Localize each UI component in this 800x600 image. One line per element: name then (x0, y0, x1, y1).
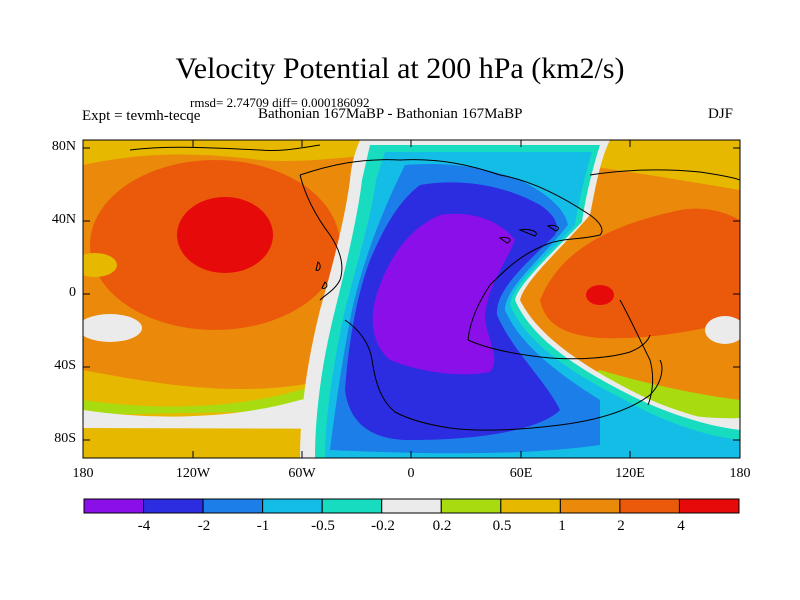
coastline-pangaea-south (344, 319, 663, 431)
trough-m4 (372, 213, 515, 375)
lat-tick-label: 0 (69, 285, 76, 300)
colorbar-label: -2 (197, 518, 211, 534)
coastline-pangaea-west (299, 174, 343, 301)
coastlines (129, 144, 740, 431)
colorbar-swatch (262, 498, 323, 514)
edge-blob-b (83, 314, 142, 342)
colorbar-label: -4 (137, 518, 151, 534)
comparison-label: Bathonian 167MaBP - Bathonian 167MaBP (258, 106, 523, 122)
east-high-4 (586, 285, 614, 305)
colorbar-label: -1 (256, 518, 270, 534)
colorbar-label: 4 (677, 518, 685, 534)
colorbar-swatch (321, 498, 383, 514)
lon-tick-label: 0 (407, 466, 415, 481)
edge-blob-a (83, 253, 117, 277)
colorbar-swatch (83, 498, 145, 514)
colorbar (83, 498, 740, 514)
season-label: DJF (708, 106, 734, 122)
colorbar-swatch (381, 498, 442, 514)
colorbar-label: -0.2 (371, 518, 395, 534)
colorbar-swatch (559, 498, 621, 514)
coastline-arctic (129, 144, 321, 151)
colorbar-swatch (202, 498, 264, 514)
colorbar-swatch (440, 498, 502, 514)
lon-tick-label: 120E (615, 466, 645, 481)
east-high-2 (540, 208, 740, 339)
lon-tick-label: 180 (72, 466, 94, 481)
colorbar-label: 1 (558, 518, 566, 534)
stats-label: rmsd= 2.74709 diff= 0.000186092 (190, 95, 370, 110)
colorbar-label: 2 (617, 518, 625, 534)
lon-tick-label: 60E (509, 466, 533, 481)
coastline-pangaea-north (299, 159, 603, 341)
experiment-label: Expt = tevmh-tecqe (82, 108, 201, 124)
axis-ticks (82, 140, 741, 458)
pacific-high-4 (177, 197, 273, 273)
lon-tick-label: 60W (288, 466, 316, 481)
colorbar-swatch (678, 498, 740, 514)
lat-tick-label: 40S (54, 358, 76, 373)
edge-blob-c (705, 316, 740, 344)
contour-fill-field (83, 140, 740, 458)
colorbar-swatch (619, 498, 680, 514)
coastline-asia (589, 169, 740, 181)
coastline-east-margin (619, 299, 654, 406)
lat-tick-label: 40N (51, 212, 76, 227)
coastline-west-islands (315, 261, 328, 289)
lat-tick-label: 80N (51, 139, 76, 154)
lat-tick-label: 80S (54, 431, 76, 446)
lon-tick-label: 120W (175, 466, 211, 481)
colorbar-swatch (500, 498, 561, 514)
colorbar-label: 0.2 (432, 518, 452, 534)
colorbar-label: -0.5 (311, 518, 335, 534)
colorbar-label: 0.5 (492, 518, 512, 534)
coastline-gondwana-east (467, 334, 651, 360)
lon-tick-label: 180 (729, 466, 751, 481)
coastline-tethys-islands (498, 225, 559, 244)
map-title: Velocity Potential at 200 hPa (km2/s) (175, 52, 625, 85)
colorbar-swatch (143, 498, 204, 514)
